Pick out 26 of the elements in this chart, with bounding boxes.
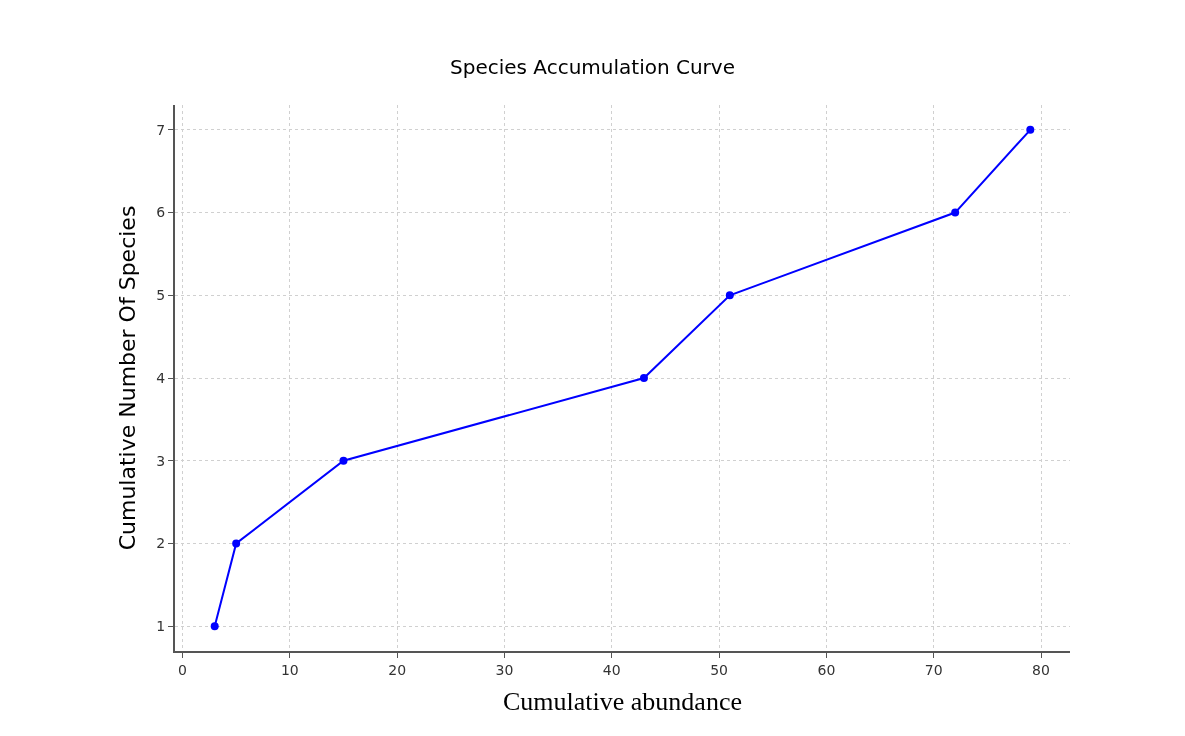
point: [339, 456, 348, 465]
point: [210, 622, 219, 631]
x-tick-label: 30: [495, 661, 514, 678]
y-tick-label: 3: [156, 452, 166, 469]
x-tick-label: 0: [178, 661, 187, 678]
x-tick-label: 40: [602, 661, 621, 678]
point: [951, 208, 960, 217]
chart-title: Species Accumulation Curve: [450, 54, 735, 79]
y-tick-label: 5: [156, 287, 166, 304]
y-tick-label: 4: [156, 369, 166, 386]
x-tick-label: 60: [817, 661, 836, 678]
x-tick-label: 70: [924, 661, 943, 678]
y-tick-label: 6: [156, 204, 166, 221]
point: [232, 539, 241, 548]
x-tick-label: 80: [1032, 661, 1050, 678]
point: [1026, 125, 1035, 134]
y-axis-title: Cumulative Number Of Species: [114, 205, 140, 551]
x-tick-label: 20: [388, 661, 407, 678]
y-tick-label: 1: [156, 618, 166, 635]
y-tick-label: 2: [156, 535, 166, 552]
point: [725, 291, 734, 300]
x-axis-title: Cumulative abundance: [503, 687, 742, 716]
x-tick-label: 10: [280, 661, 299, 678]
y-tick-label: 7: [156, 121, 166, 138]
x-tick-label: 50: [710, 661, 728, 678]
point: [639, 374, 648, 382]
